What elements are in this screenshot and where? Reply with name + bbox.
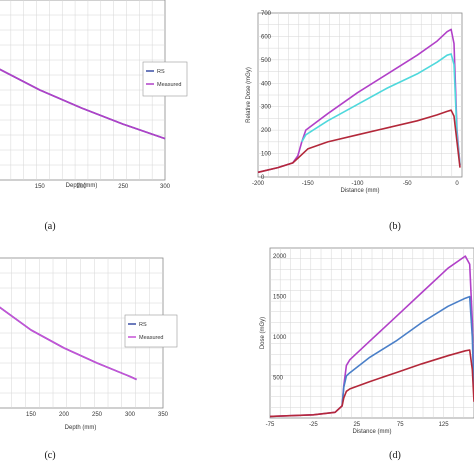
- y-tick-label: 2000: [273, 254, 287, 260]
- y-tick-label: 100: [261, 152, 272, 158]
- panel-caption: (d): [389, 450, 401, 461]
- panel-c: 150 200 250 300 350 Depth (mm) RS Measured (c): [0, 257, 178, 461]
- x-tick-label: -150: [302, 181, 315, 187]
- x-axis-label: Depth (mm): [66, 183, 98, 189]
- y-tick-label: 600: [261, 34, 272, 40]
- series-line: [269, 349, 474, 418]
- x-tick-label: 250: [118, 184, 129, 190]
- panel-a: 150 200 250 300 Depth (mm) RS Measured (a): [0, 0, 188, 232]
- legend-label: Measured: [157, 82, 181, 88]
- x-tick-label: 125: [439, 422, 450, 428]
- legend-label: Measured: [139, 335, 163, 341]
- y-tick-label: 700: [261, 11, 272, 17]
- x-tick-label: 200: [59, 412, 70, 418]
- x-tick-label: 150: [26, 412, 37, 418]
- x-axis-label: Distance (mm): [352, 429, 391, 435]
- y-tick-label: 200: [261, 128, 272, 134]
- y-tick-label: 1000: [273, 335, 287, 341]
- y-tick-label: 500: [261, 58, 272, 64]
- x-tick-label: 200: [76, 184, 87, 190]
- y-tick-label: 500: [273, 376, 284, 382]
- x-tick-label: 300: [125, 412, 136, 418]
- series-line: [0, 68, 166, 140]
- x-tick-label: -200: [252, 181, 265, 187]
- panel-caption: (a): [44, 221, 55, 232]
- x-tick-label: -25: [309, 422, 318, 428]
- legend-box: [124, 314, 178, 348]
- series-line: [301, 53, 461, 166]
- y-tick-label: 1500: [273, 295, 287, 301]
- panel-caption: (b): [389, 221, 401, 232]
- panel-b: -200 -150 -100 -50 0 0 100 200 300 400 500 600 700 Di…: [246, 11, 463, 232]
- series-line: [257, 109, 461, 174]
- x-tick-label: 250: [92, 412, 103, 418]
- panel-d: -75 -25 25 75 125 500 1000 1500 2000 Distance (mm…: [260, 247, 474, 461]
- series-line: [341, 295, 474, 406]
- x-tick-label: -50: [403, 181, 412, 187]
- series-line: [257, 28, 461, 174]
- panel-caption: (c): [44, 450, 55, 461]
- y-tick-label: 400: [261, 81, 272, 87]
- x-tick-label: 25: [353, 422, 360, 428]
- x-tick-label: -75: [266, 422, 275, 428]
- series-line: [0, 306, 137, 381]
- x-tick-label: 300: [160, 184, 171, 190]
- x-tick-label: 150: [35, 184, 46, 190]
- y-axis-label: Relative Dose (mGy): [246, 67, 252, 123]
- y-tick-label: 300: [261, 105, 272, 111]
- x-tick-label: 0: [455, 181, 459, 187]
- y-tick-label: 0: [261, 175, 265, 181]
- y-axis-label: Dose (mGy): [260, 317, 266, 349]
- legend-label: RS: [139, 322, 147, 328]
- x-tick-label: -100: [352, 181, 365, 187]
- x-tick-label: 350: [158, 412, 169, 418]
- x-tick-label: 75: [397, 422, 404, 428]
- x-axis-label: Depth (mm): [65, 425, 97, 431]
- legend-label: RS: [157, 69, 165, 75]
- legend-box: [142, 61, 188, 97]
- x-axis-label: Distance (mm): [340, 188, 379, 194]
